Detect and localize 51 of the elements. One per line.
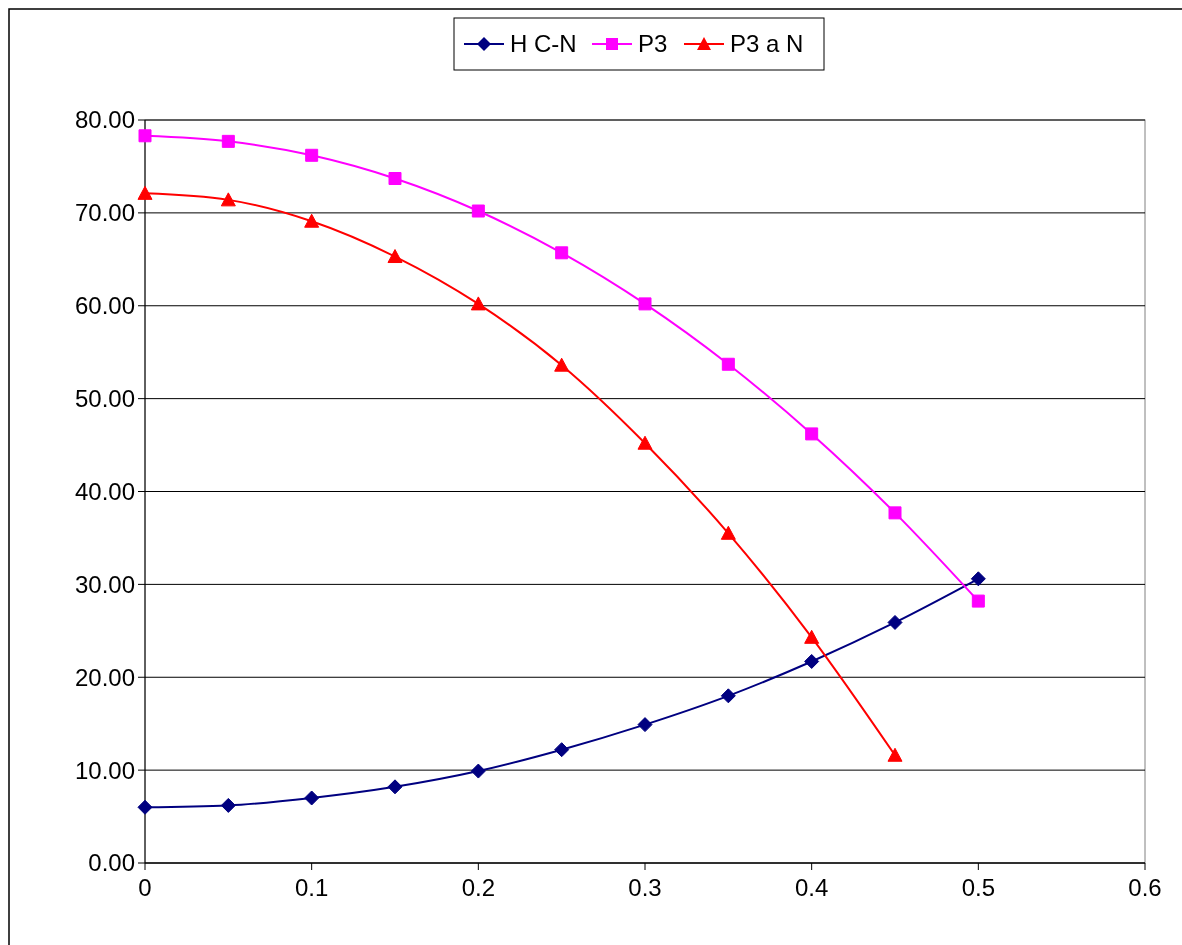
- point: [887, 614, 903, 630]
- point: [804, 653, 820, 669]
- point: [971, 594, 985, 608]
- point: [305, 148, 319, 162]
- x-tick-label: 0.5: [961, 874, 996, 901]
- x-tick-label: 0.1: [294, 874, 329, 901]
- point: [471, 204, 485, 218]
- point: [304, 213, 320, 228]
- legend-label: P3 a N: [730, 30, 804, 58]
- point: [470, 296, 486, 311]
- x-tick-label: 0.3: [628, 874, 662, 901]
- point: [887, 747, 903, 762]
- point: [805, 427, 819, 441]
- point: [720, 525, 736, 540]
- point: [638, 297, 652, 311]
- point: [637, 435, 653, 450]
- point: [304, 790, 320, 806]
- y-tick-label: 50.00: [74, 385, 135, 413]
- point: [470, 763, 486, 779]
- y-tick-label: 80.00: [74, 106, 135, 134]
- y-tick-label: 30.00: [74, 570, 135, 598]
- point: [637, 717, 653, 733]
- y-tick-label: 40.00: [74, 477, 135, 505]
- point: [220, 192, 236, 207]
- point: [220, 797, 236, 813]
- point: [388, 172, 402, 186]
- point: [387, 249, 403, 264]
- y-tick-label: 20.00: [74, 663, 135, 691]
- y-tick-label: 60.00: [74, 292, 135, 320]
- y-tick-label: 10.00: [74, 756, 135, 784]
- x-tick-label: 0.6: [1128, 874, 1162, 901]
- point: [970, 571, 986, 587]
- x-tick-label: 0.4: [794, 874, 829, 901]
- point: [888, 506, 902, 520]
- point: [804, 629, 820, 644]
- y-tick-label: 70.00: [74, 199, 135, 227]
- point: [555, 246, 569, 260]
- point: [721, 357, 735, 371]
- point: [720, 688, 736, 704]
- point: [554, 357, 570, 372]
- point: [138, 129, 152, 143]
- point: [137, 799, 153, 815]
- legend-label: H C-N: [510, 30, 577, 58]
- x-tick-label: 0.2: [461, 874, 496, 901]
- point: [554, 742, 570, 758]
- legend-label: P3: [638, 30, 668, 58]
- point: [137, 185, 153, 200]
- y-tick-label: 0.00: [88, 849, 135, 877]
- x-tick-label: 0: [138, 874, 152, 901]
- point: [221, 134, 235, 148]
- point: [387, 779, 403, 795]
